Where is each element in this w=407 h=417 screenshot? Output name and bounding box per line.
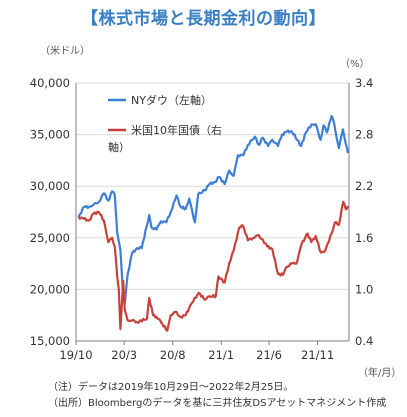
x-tick-label: 19/10 <box>59 348 92 362</box>
legend-label: NYダウ（左軸） <box>131 93 212 107</box>
legend-label: 軸） <box>108 140 130 154</box>
y-left-tick-label: 40,000 <box>30 76 70 90</box>
y-right-tick-label: 3.4 <box>355 76 373 90</box>
footnote-source: （出所）Bloombergのデータを基に三井住友DSアセットマネジメント作成 <box>48 398 387 409</box>
y-right-tick-label: 2.8 <box>355 128 373 142</box>
y-left-tick-label: 30,000 <box>30 179 70 193</box>
y-left-tick-label: 20,000 <box>30 282 70 296</box>
x-tick-label: 20/8 <box>160 348 186 362</box>
x-tick-label: 20/3 <box>111 348 137 362</box>
y-left-tick-label: 35,000 <box>30 128 70 142</box>
legend-label: 米国10年国債（右 <box>131 123 222 137</box>
right-axis-unit: （%） <box>340 59 370 70</box>
x-tick-label: 21/1 <box>208 348 234 362</box>
axes: 40,000 3.4 35,000 2.8 30,000 2.2 25,000 1.6 20,0… <box>30 76 374 362</box>
footnote-note: （注）データは2019年10月29日～2022年2月25日。 <box>48 382 294 393</box>
y-right-tick-label: 1.0 <box>355 282 373 296</box>
chart-title: 【株式市場と長期金利の動向】 <box>81 9 326 29</box>
series-line <box>77 200 350 332</box>
x-axis-unit: （年/月） <box>358 368 402 379</box>
x-tick-label: 21/6 <box>256 348 282 362</box>
left-axis-unit: （米ドル） <box>40 46 90 57</box>
y-right-tick-label: 1.6 <box>355 231 373 245</box>
y-right-tick-label: 0.4 <box>355 334 373 348</box>
series-lines <box>77 114 350 332</box>
y-left-tick-label: 25,000 <box>30 231 70 245</box>
y-right-tick-label: 2.2 <box>355 179 373 193</box>
y-left-tick-label: 15,000 <box>30 334 70 348</box>
legend: NYダウ（左軸） 米国10年国債（右軸） <box>108 93 222 154</box>
x-tick-label: 21/11 <box>301 348 334 362</box>
